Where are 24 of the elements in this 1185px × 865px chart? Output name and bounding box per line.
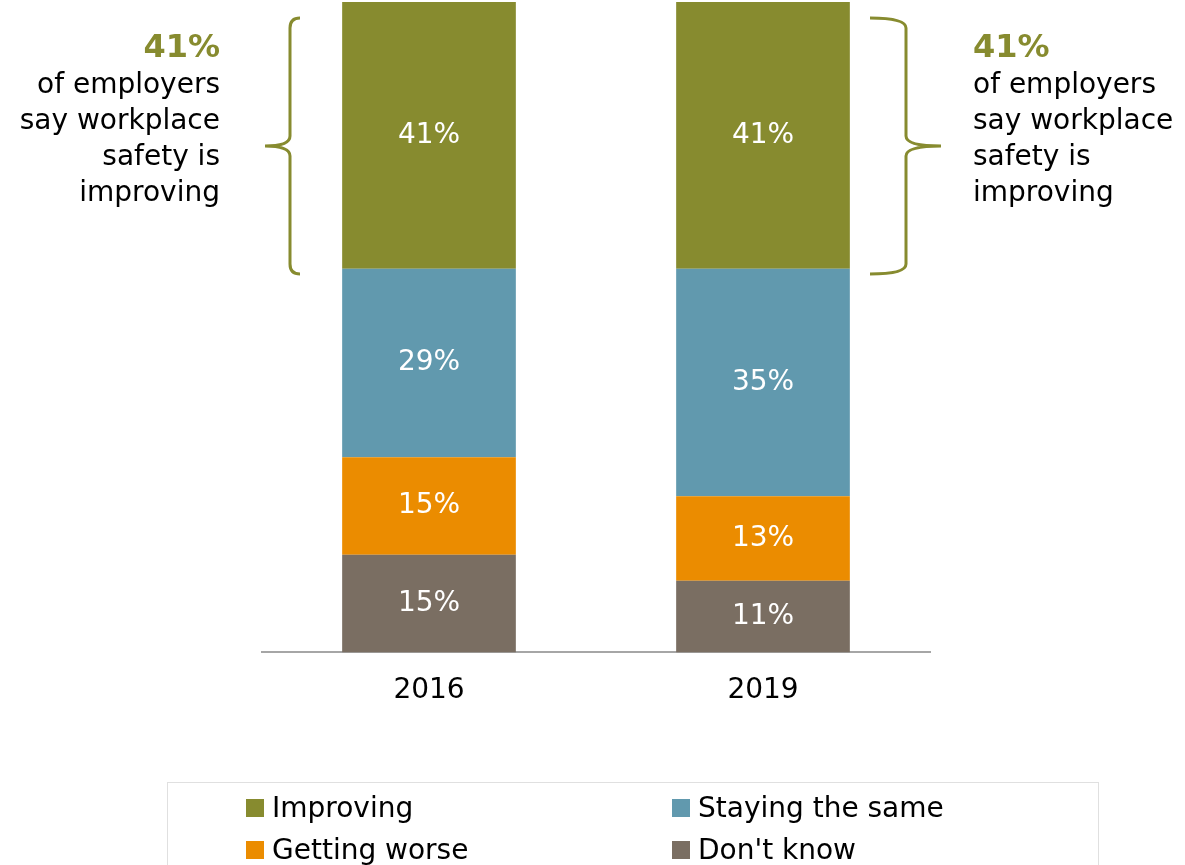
bar	[342, 2, 516, 269]
legend-label: Improving	[272, 790, 414, 826]
data-label: 15%	[397, 584, 461, 618]
data-label: 11%	[731, 597, 795, 631]
x-tick-label: 2016	[393, 672, 465, 706]
data-label: 13%	[731, 519, 795, 553]
bar	[342, 554, 516, 653]
bar	[676, 496, 850, 581]
data-label: 35%	[731, 363, 795, 397]
legend-label: Getting worse	[272, 832, 469, 865]
legend-label: Don't know	[698, 832, 857, 865]
data-label: 41%	[397, 116, 461, 150]
bar	[342, 268, 516, 458]
bar	[676, 2, 850, 269]
annotation: 41% of employers say workplace safety is improving	[973, 27, 1174, 208]
bar	[676, 580, 850, 653]
data-label: 41%	[731, 116, 795, 150]
legend-label: Staying the same	[698, 790, 944, 826]
x-tick-label: 2019	[727, 672, 799, 706]
annotation: 41% of employers say workplace safety is improving	[19, 27, 220, 208]
data-label: 15%	[397, 487, 461, 521]
data-label: 29%	[397, 344, 461, 378]
bar	[342, 457, 516, 555]
bar	[676, 268, 850, 497]
